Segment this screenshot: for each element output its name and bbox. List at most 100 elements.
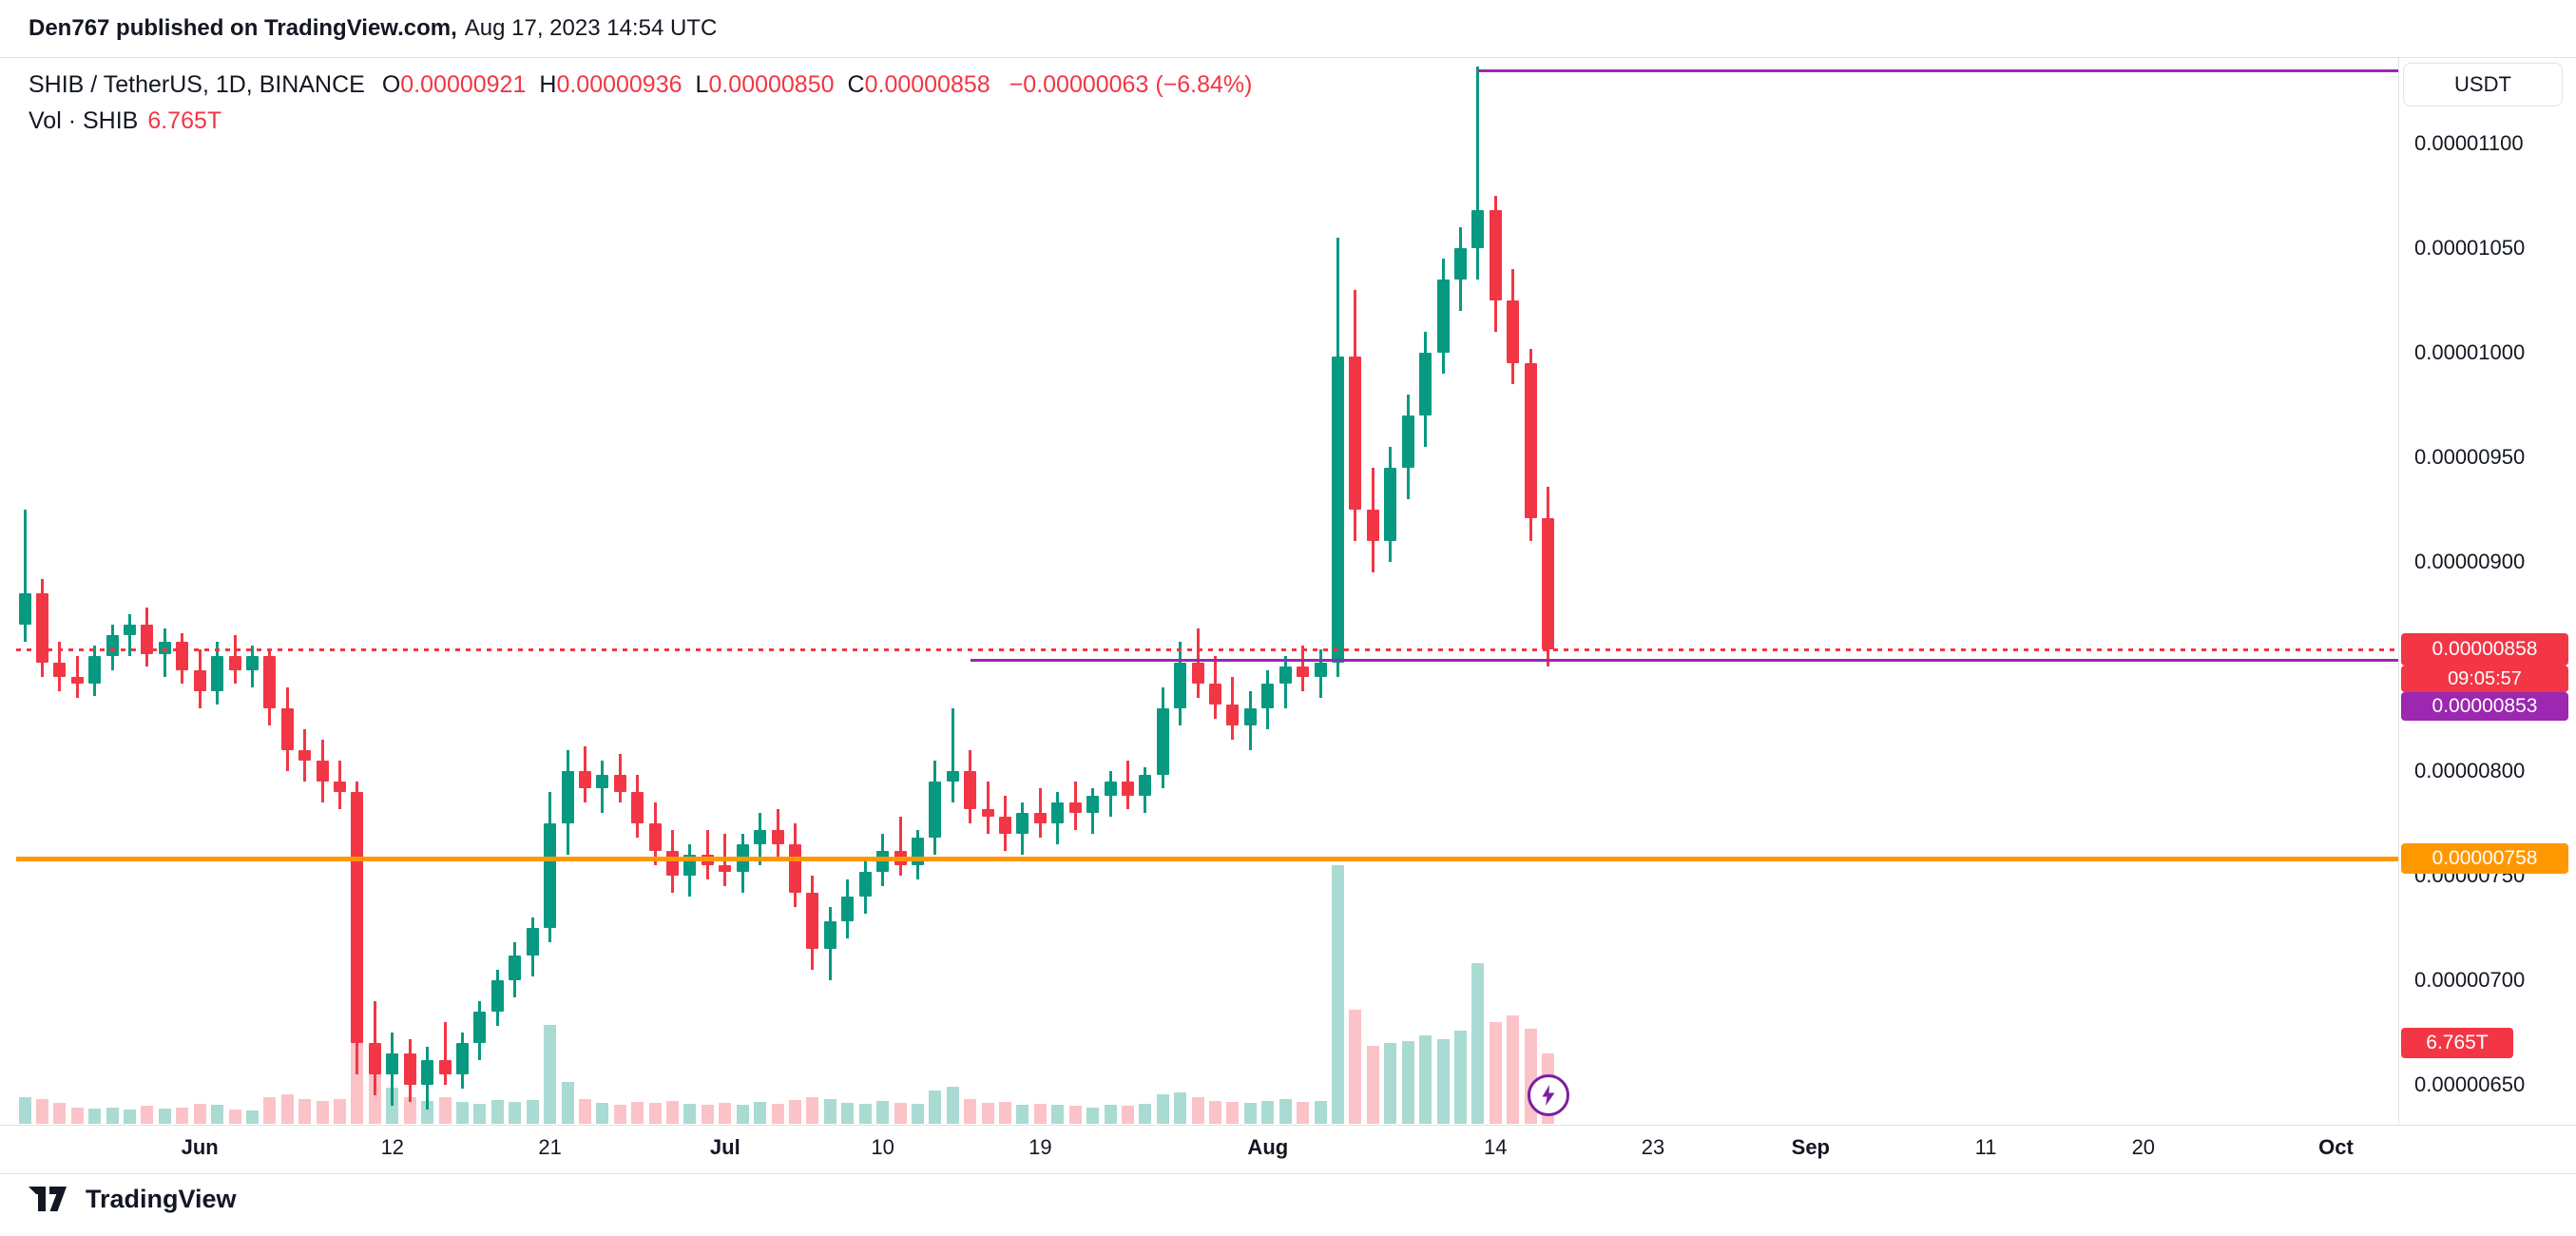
volume-bar [736, 1105, 749, 1124]
high-value: 0.00000936 [556, 71, 682, 98]
low-label: L [695, 71, 709, 98]
legend-row-symbol: SHIB / TetherUS, 1D, BINANCE O0.00000921… [29, 67, 1252, 103]
chart-bottom-border [0, 1173, 2576, 1174]
candle-body [1524, 363, 1537, 518]
volume-bar [298, 1098, 312, 1124]
candle-body [1086, 796, 1100, 813]
candle-body [754, 829, 767, 844]
volume-bar [403, 1096, 416, 1124]
candle-body [1366, 510, 1379, 541]
candle-body [841, 897, 855, 922]
price-axis[interactable]: 0.00001100 0.00001050 0.00001000 0.00000950… [2398, 58, 2576, 1125]
candle-body [211, 656, 224, 692]
candle-body [823, 921, 836, 949]
candle-body [788, 844, 801, 893]
candle-body [509, 955, 522, 980]
volume-bar [70, 1107, 84, 1124]
candle-body [1139, 775, 1152, 797]
price-axis-label: 0.00000650 [2414, 1072, 2526, 1096]
publisher-name: Den767 published on TradingView.com, [29, 15, 457, 41]
volume-bar [946, 1086, 959, 1124]
candle-body [858, 871, 872, 897]
candle-body [263, 656, 277, 708]
candle-body [245, 656, 259, 671]
time-axis[interactable]: Jun 12 21 Jul 10 19 Aug 14 23 Sep 11 20 Oct [0, 1126, 2398, 1171]
price-axis-label: 0.00001100 [2414, 131, 2524, 155]
candle-body [1121, 782, 1134, 797]
candle-body [1401, 415, 1414, 468]
change-value: −0.00000063 (−6.84%) [1009, 71, 1253, 98]
candle-body [1349, 357, 1362, 510]
currency-toggle-button[interactable]: USDT [2403, 63, 2563, 106]
candle-body [473, 1012, 487, 1043]
candle-body [1542, 517, 1555, 650]
volume-bar [1243, 1103, 1257, 1124]
volume-bar [490, 1099, 504, 1124]
candle-body [228, 656, 241, 671]
candle-body [1261, 683, 1275, 708]
time-axis-month-label: Aug [1247, 1135, 1289, 1159]
candle-body [1016, 813, 1029, 834]
volume-bar [1226, 1102, 1240, 1124]
candle-body [368, 1043, 381, 1074]
orange-support-line[interactable] [16, 856, 2398, 861]
volume-bar [754, 1102, 767, 1124]
candle-body [280, 708, 294, 750]
brand-name[interactable]: TradingView [86, 1185, 237, 1213]
candle-body [124, 625, 137, 635]
close-label: C [847, 71, 865, 98]
candle-body [334, 782, 347, 792]
volume-bar [1068, 1106, 1082, 1124]
volume-bar [613, 1105, 626, 1124]
volume-bar [1104, 1105, 1117, 1124]
volume-bar [1191, 1096, 1204, 1124]
volume-bar [1016, 1105, 1029, 1124]
volume-bar [316, 1101, 329, 1124]
time-axis-day-label: 11 [1974, 1135, 1997, 1159]
volume-label: Vol · SHIB [29, 107, 139, 134]
volume-bar [999, 1102, 1012, 1124]
volume-bar [35, 1098, 48, 1124]
candle-body [1332, 357, 1344, 663]
candle-body [70, 677, 84, 684]
bar-close-countdown-badge: 09:05:57 [2401, 666, 2568, 692]
candle-body [613, 775, 626, 792]
volume-bar [1332, 864, 1344, 1124]
volume-bar [544, 1025, 557, 1124]
candle-body [1384, 468, 1397, 541]
candle-wick [705, 829, 709, 880]
tradingview-logo-icon[interactable] [29, 1186, 72, 1213]
volume-bar [53, 1103, 67, 1124]
symbol-title[interactable]: SHIB / TetherUS, 1D, BINANCE [29, 71, 365, 98]
candle-body [403, 1053, 416, 1085]
volume-bar [701, 1105, 714, 1124]
candle-body [438, 1059, 452, 1074]
volume-bar [334, 1098, 347, 1124]
upper-resistance-line[interactable] [1477, 68, 2398, 72]
time-axis-month-label: Oct [2318, 1135, 2354, 1159]
volume-bar [788, 1099, 801, 1124]
orange-level-badge: 0.00000758 [2401, 843, 2568, 874]
candle-body [526, 928, 539, 956]
lightning-bolt-icon [1542, 1085, 1555, 1106]
volume-bar [964, 1098, 977, 1124]
publish-date: Aug 17, 2023 14:54 UTC [464, 15, 718, 41]
volume-bar [1366, 1046, 1379, 1124]
volume-bar [719, 1103, 732, 1124]
flash-icon[interactable] [1528, 1074, 1569, 1116]
price-axis-label: 0.00000700 [2414, 968, 2526, 992]
candle-body [1278, 666, 1292, 684]
candle-body [1209, 683, 1222, 705]
volume-bar [596, 1103, 609, 1124]
breakout-support-line[interactable] [970, 658, 2398, 662]
candle-body [1507, 300, 1520, 363]
volume-bar [1209, 1101, 1222, 1124]
candle-body [806, 892, 819, 949]
candle-body [1243, 708, 1257, 725]
volume-bar [421, 1101, 434, 1124]
volume-bar [1314, 1101, 1327, 1124]
volume-bar [1436, 1038, 1450, 1124]
candle-wick [128, 614, 132, 656]
volume-bar [1471, 963, 1485, 1124]
